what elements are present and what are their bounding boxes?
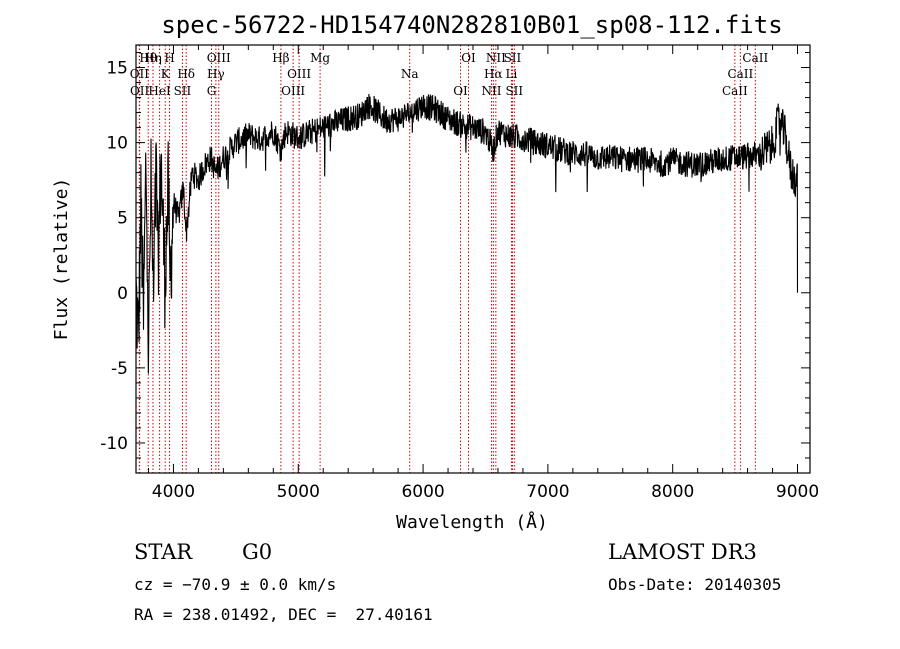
spectrum-series-line	[135, 93, 799, 374]
spectral-line-label: OII	[130, 84, 150, 98]
spectral-line-label: OI	[461, 51, 476, 65]
y-axis-label: Flux (relative)	[51, 178, 72, 341]
spectral-line-labels: Hθ OII OII Hη K HeI HHδ SII OIII Hγ G Hβ OIII OIII Mg N…	[130, 51, 769, 98]
x-tick-label: 6000	[401, 482, 444, 502]
observation-date: Obs-Date: 20140305	[608, 575, 781, 594]
spectral-line-label: SII	[505, 84, 523, 98]
spectral-line-label: SII	[504, 51, 522, 65]
spectral-line-label: OI	[453, 84, 468, 98]
spectral-line-label: OIII	[281, 84, 305, 98]
y-tick-label: 10	[106, 134, 128, 154]
spectral-line-markers	[138, 45, 756, 473]
y-tick-label: -10	[100, 434, 128, 454]
y-tick-label: 0	[117, 284, 128, 304]
x-axis-label: Wavelength (Å)	[396, 511, 548, 533]
plot-frame	[135, 44, 811, 474]
spectral-line-label: K	[161, 67, 171, 81]
spectral-line-label: Na	[401, 67, 419, 81]
redshift-cz: cz = −70.9 ± 0.0 km/s	[134, 575, 336, 594]
y-tick-label: 5	[117, 209, 128, 229]
object-subclass: G0	[242, 540, 272, 564]
spectral-line-label: CaII	[727, 67, 753, 81]
spectral-line-label: H	[164, 51, 174, 65]
spectral-line-label: Hα	[484, 67, 503, 81]
spectral-line-label: G	[207, 84, 217, 98]
y-tick-label: -5	[111, 359, 128, 379]
spectral-line-label: Li	[506, 67, 518, 81]
spectral-line-label: SII	[174, 84, 192, 98]
x-tick-label: 8000	[651, 482, 694, 502]
spectral-line-label: OII	[130, 67, 150, 81]
spectral-line-label: Hγ	[207, 67, 225, 81]
chart-title: spec-56722-HD154740N282810B01_sp08-112.f…	[161, 11, 782, 39]
spectral-line-label: NII	[481, 84, 501, 98]
spectral-line-label: Hδ	[177, 67, 195, 81]
spectral-line-label: NII	[486, 51, 506, 65]
spectral-line-label: Hβ	[272, 51, 289, 65]
spectral-line-label: CaII	[742, 51, 768, 65]
spectral-line-label: HeI	[148, 84, 171, 98]
axis-ticks: 4000 5000 6000 7000 8000 9000 -10 -5 0 5 10 15	[100, 45, 819, 502]
spectral-line-label: OIII	[207, 51, 231, 65]
survey-name: LAMOST DR3	[608, 540, 757, 564]
spectral-line-label: CaII	[722, 84, 748, 98]
x-tick-label: 5000	[277, 482, 320, 502]
coordinates: RA = 238.01492, DEC = 27.40161	[134, 605, 433, 624]
x-tick-label: 9000	[776, 482, 819, 502]
spectral-line-label: Hη	[144, 51, 162, 65]
x-tick-label: 4000	[152, 482, 195, 502]
spectral-line-label: Mg	[310, 51, 330, 65]
object-class: STAR	[134, 540, 193, 564]
spectral-line-label: Hθ	[139, 51, 157, 65]
x-tick-label: 7000	[526, 482, 569, 502]
spectral-line-label: OIII	[287, 67, 311, 81]
y-tick-label: 15	[106, 59, 128, 79]
